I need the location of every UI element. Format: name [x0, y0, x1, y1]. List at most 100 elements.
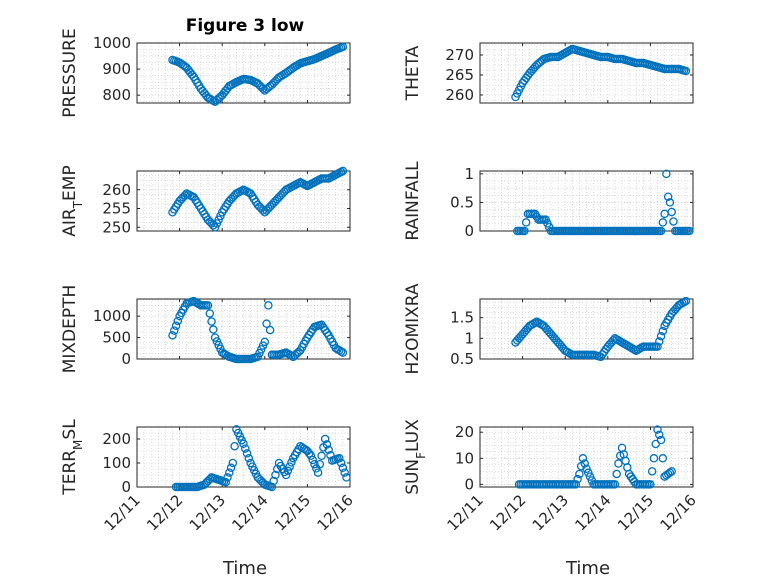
axes-box — [136, 42, 351, 104]
y-axis-label: PRESSURE — [60, 28, 80, 117]
y-tick-label: 900 — [102, 60, 131, 78]
data-point — [171, 321, 181, 331]
data-point — [170, 326, 179, 335]
data-point — [653, 425, 662, 434]
y-tick-label: 265 — [445, 66, 474, 84]
y-tick-label: 270 — [445, 46, 474, 64]
data-point — [681, 66, 691, 76]
data-point — [340, 468, 349, 477]
data-point — [271, 470, 280, 480]
figure-title: Figure 3 low — [186, 16, 305, 36]
x-tick-label: 12/12 — [486, 491, 529, 534]
data-point — [336, 458, 346, 468]
data-point — [342, 473, 351, 482]
axes-box — [479, 426, 694, 488]
chart-panel-4: 0 500 1000 MIXDEPTH — [60, 285, 351, 373]
data-point — [287, 458, 296, 467]
y-tick-label: 100 — [102, 454, 131, 472]
data-point — [656, 226, 666, 236]
chart-panel-0: 800 900 1000 PRESSURE — [60, 28, 351, 118]
data-point — [681, 296, 691, 306]
x-tick-label: 12/13 — [529, 491, 572, 534]
chart-panel-3: 0 0.5 1 RAINFALL — [403, 161, 694, 241]
data-point — [242, 449, 252, 458]
data-point — [265, 325, 275, 335]
data-point — [655, 430, 664, 440]
data-point — [336, 347, 346, 356]
y-tick-label: 1.5 — [450, 309, 474, 327]
data-point — [335, 453, 344, 463]
x-axis-label-left: Time — [222, 558, 267, 579]
y-axis-label: H2OMIXRA — [403, 283, 423, 374]
y-tick-label: 0.5 — [450, 350, 474, 368]
data-point — [667, 467, 676, 476]
data-point — [658, 326, 668, 336]
data-point — [260, 337, 270, 347]
data-point — [667, 207, 676, 217]
data-point — [221, 477, 230, 487]
data-point — [573, 474, 582, 484]
data-point — [313, 468, 323, 477]
data-point — [207, 317, 216, 326]
data-point — [285, 462, 294, 471]
data-point — [655, 337, 664, 346]
chart-panel-7: 0 10 20 12/11 12/12 12/13 12/14 12/15 12/16 SUNFL… — [403, 419, 700, 535]
data-point — [173, 316, 183, 326]
x-axis-label-right: Time — [565, 558, 610, 579]
y-tick-label: 20 — [455, 423, 474, 441]
x-tick-label: 12/14 — [228, 491, 271, 534]
data-point — [269, 476, 278, 486]
data-point — [203, 301, 213, 310]
data-point — [209, 325, 218, 334]
chart-panel-6: 0 100 200 12/11 12/12 12/13 12/14 12/15 12/16 TER… — [60, 419, 357, 535]
data-point — [521, 218, 531, 227]
data-point — [338, 166, 348, 176]
data-point — [338, 348, 348, 357]
data-point — [267, 482, 277, 492]
data-point — [244, 453, 254, 463]
x-tick-label: 12/15 — [271, 491, 314, 534]
y-tick-label: 10 — [455, 449, 474, 467]
x-tick-label: 12/16 — [314, 491, 357, 534]
y-tick-label: 1000 — [93, 307, 131, 325]
data-point — [662, 169, 671, 179]
data-point — [649, 454, 659, 463]
y-tick-label: 0 — [464, 475, 474, 493]
x-tick-label: 12/11 — [101, 491, 144, 534]
data-point — [585, 472, 595, 481]
y-axis-label: SUNFLUX — [403, 419, 428, 495]
x-tick-label: 12/13 — [186, 491, 229, 534]
data-point — [241, 444, 250, 453]
data-point — [614, 459, 623, 468]
y-tick-label: 0 — [121, 350, 131, 368]
data-point — [663, 192, 673, 201]
chart-panel-1: 260 265 270 THETA — [403, 42, 694, 104]
y-tick-label: 0 — [121, 478, 131, 496]
data-point — [656, 331, 666, 341]
data-point — [656, 435, 666, 445]
data-point — [665, 468, 675, 477]
data-point — [584, 468, 593, 477]
y-tick-label: 0.5 — [450, 193, 474, 211]
data-point — [304, 449, 314, 458]
data-point — [264, 301, 273, 310]
data-point — [582, 464, 591, 473]
y-tick-label: 200 — [102, 430, 131, 448]
x-tick-label: 12/15 — [614, 491, 657, 534]
data-point — [205, 309, 215, 318]
axes-box — [479, 42, 694, 104]
y-tick-label: 260 — [445, 86, 474, 104]
data-point — [230, 441, 239, 451]
data-point — [283, 466, 293, 476]
data-point — [258, 84, 268, 93]
data-point — [520, 226, 529, 236]
y-tick-label: 800 — [102, 86, 131, 104]
data-point — [338, 42, 348, 52]
y-axis-label: AIRTEMP — [60, 165, 85, 236]
data-point — [338, 463, 348, 473]
data-point — [612, 469, 621, 479]
data-point — [317, 451, 326, 461]
data-point — [315, 459, 325, 469]
